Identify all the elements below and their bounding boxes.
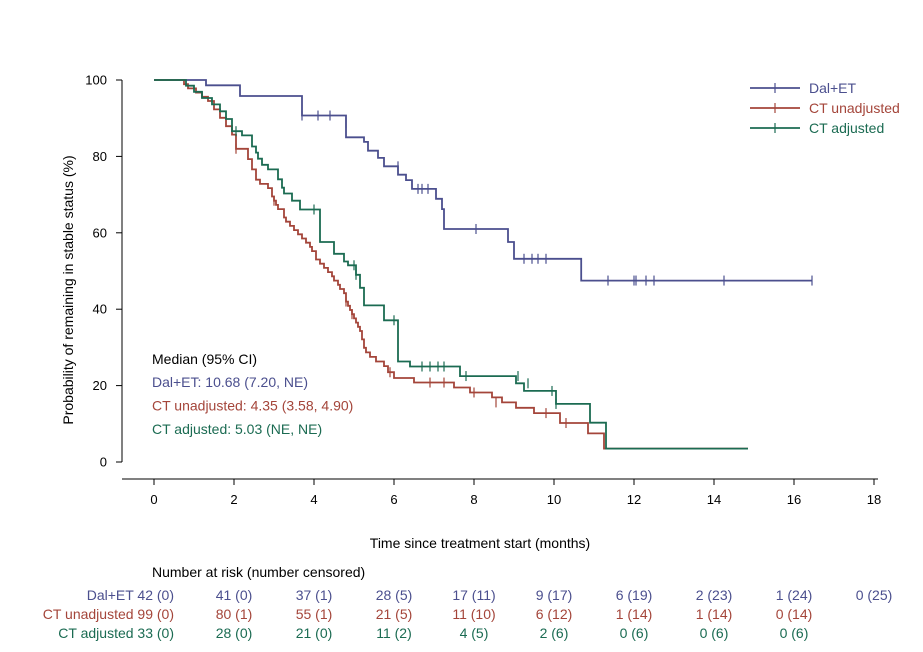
risk-cell: 21 (0): [296, 625, 333, 641]
risk-row-label: CT unadjusted 99 (0): [43, 606, 174, 622]
series-dal_et: [154, 79, 813, 286]
x-tick-label: 18: [867, 492, 881, 507]
risk-cell: 28 (5): [376, 587, 413, 603]
survival-curves: [154, 79, 813, 450]
risk-row-ct_unadjusted: CT unadjusted 99 (0) 80 (1) 55 (1) 21 (5) 11…: [43, 606, 813, 622]
x-tick-label: 12: [627, 492, 641, 507]
risk-table: Number at risk (number censored) Dal+ET 4…: [43, 564, 893, 641]
plot-axes: 0 20 40 60 80 100 0 2 4 6 8 10 12 14 16 18 Time since tr…: [60, 73, 881, 552]
legend-label: Dal+ET: [809, 80, 857, 96]
legend-label: CT unadjusted: [809, 100, 900, 116]
x-tick-label: 0: [150, 492, 157, 507]
risk-cell: 0 (6): [780, 625, 809, 641]
x-tick-label: 6: [390, 492, 397, 507]
risk-cell: 80 (1): [216, 606, 253, 622]
risk-row-label: Dal+ET 42 (0): [87, 587, 174, 603]
risk-cell: 4 (5): [460, 625, 489, 641]
y-tick-label: 60: [93, 225, 107, 240]
legend-item-ct_adjusted: CT adjusted: [750, 120, 884, 136]
median-line-dal_et: Dal+ET: 10.68 (7.20, NE): [152, 374, 308, 390]
series-line: [154, 79, 748, 450]
median-line-ct_adjusted: CT adjusted: 5.03 (NE, NE): [152, 421, 322, 437]
legend-item-ct_unadjusted: CT unadjusted: [750, 100, 900, 116]
legend-label: CT adjusted: [809, 120, 884, 136]
x-tick-label: 8: [470, 492, 477, 507]
series-line: [154, 79, 748, 450]
risk-cell: 41 (0): [216, 587, 253, 603]
legend: Dal+ET CT unadjusted CT adjusted: [750, 80, 900, 136]
x-tick-label: 4: [310, 492, 317, 507]
median-box: Median (95% CI) Dal+ET: 10.68 (7.20, NE) C…: [152, 351, 353, 437]
series-ct_unadjusted: [154, 79, 748, 450]
y-tick-label: 100: [85, 73, 107, 88]
risk-row-dal_et: Dal+ET 42 (0) 41 (0) 37 (1) 28 (5) 17 (11) 9 …: [87, 587, 893, 603]
risk-cell: 2 (6): [540, 625, 569, 641]
risk-row-ct_adjusted: CT adjusted 33 (0) 28 (0) 21 (0) 11 (2) 4 (5…: [58, 625, 808, 641]
y-tick-label: 20: [93, 378, 107, 393]
risk-cell: 1 (24): [776, 587, 813, 603]
x-tick-label: 16: [787, 492, 801, 507]
risk-cell: 11 (10): [452, 606, 495, 622]
risk-table-title: Number at risk (number censored): [152, 564, 365, 580]
y-axis-title: Probability of remaining in stable statu…: [60, 155, 76, 424]
risk-cell: 37 (1): [296, 587, 333, 603]
x-tick-label: 2: [230, 492, 237, 507]
y-tick-label: 0: [100, 455, 107, 470]
risk-cell: 21 (5): [376, 606, 413, 622]
y-tick-label: 40: [93, 302, 107, 317]
risk-cell: 1 (14): [616, 606, 653, 622]
series-ct_adjusted: [154, 79, 748, 450]
legend-item-dal_et: Dal+ET: [750, 80, 857, 96]
risk-cell: 1 (14): [696, 606, 733, 622]
risk-cell: 6 (19): [616, 587, 653, 603]
risk-cell: 9 (17): [536, 587, 573, 603]
risk-cell: 0 (6): [700, 625, 729, 641]
risk-cell: 0 (14): [776, 606, 813, 622]
y-tick-label: 80: [93, 149, 107, 164]
risk-cell: 28 (0): [216, 625, 253, 641]
x-axis-title: Time since treatment start (months): [370, 535, 590, 551]
risk-row-label: CT adjusted 33 (0): [58, 625, 174, 641]
risk-cell: 0 (25): [856, 587, 893, 603]
risk-cell: 17 (11): [452, 587, 495, 603]
median-line-ct_unadjusted: CT unadjusted: 4.35 (3.58, 4.90): [152, 398, 353, 414]
risk-cell: 11 (2): [376, 625, 412, 641]
x-tick-label: 14: [707, 492, 721, 507]
series-line: [154, 79, 812, 282]
risk-cell: 0 (6): [620, 625, 649, 641]
median-title: Median (95% CI): [152, 351, 257, 367]
risk-cell: 6 (12): [536, 606, 573, 622]
risk-cell: 55 (1): [296, 606, 333, 622]
x-tick-label: 10: [547, 492, 561, 507]
risk-cell: 2 (23): [696, 587, 733, 603]
